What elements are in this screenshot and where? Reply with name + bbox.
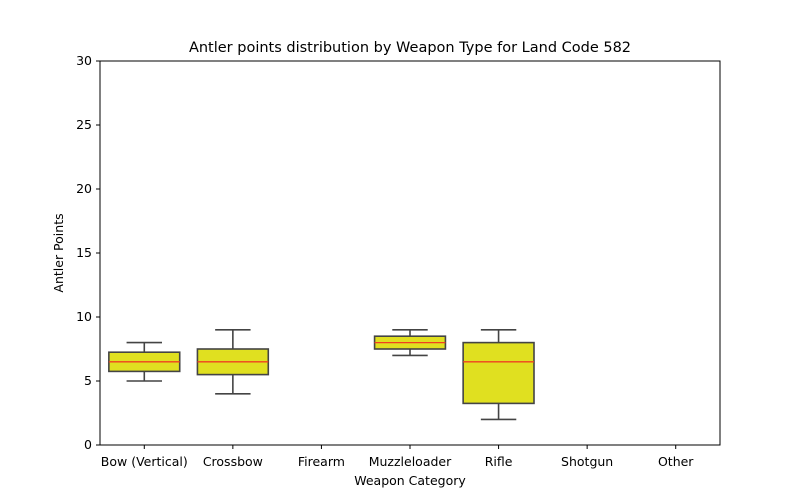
box-plot	[373, 328, 447, 357]
box-plot	[108, 341, 181, 382]
y-tick-label: 25	[76, 117, 92, 132]
x-tick-label: Firearm	[298, 454, 345, 469]
chart-title: Antler points distribution by Weapon Typ…	[189, 40, 631, 56]
x-tick-label: Muzzleloader	[369, 454, 452, 469]
x-tick-label: Other	[658, 454, 694, 469]
x-tick-label: Bow (Vertical)	[101, 454, 188, 469]
box-plots	[108, 328, 535, 421]
box-plot	[462, 328, 535, 421]
x-tick-label: Shotgun	[561, 454, 613, 469]
x-axis-label: Weapon Category	[354, 473, 466, 488]
y-tick-label: 5	[84, 373, 92, 388]
x-tick-label: Rifle	[485, 454, 513, 469]
x-tick-label: Crossbow	[203, 454, 263, 469]
y-axis-label: Antler Points	[51, 213, 66, 292]
box-iqr	[462, 341, 535, 405]
x-axis: Bow (Vertical) Crossbow Firearm Muzzleloade…	[101, 445, 694, 469]
y-tick-label: 15	[76, 245, 92, 260]
y-axis: 0 5 10 15 20 25 30	[76, 53, 100, 452]
box-plot	[196, 328, 270, 395]
plot-area	[99, 60, 721, 446]
y-tick-label: 0	[84, 437, 92, 452]
y-tick-label: 30	[76, 53, 92, 68]
y-tick-label: 20	[76, 181, 92, 196]
y-tick-label: 10	[76, 309, 92, 324]
